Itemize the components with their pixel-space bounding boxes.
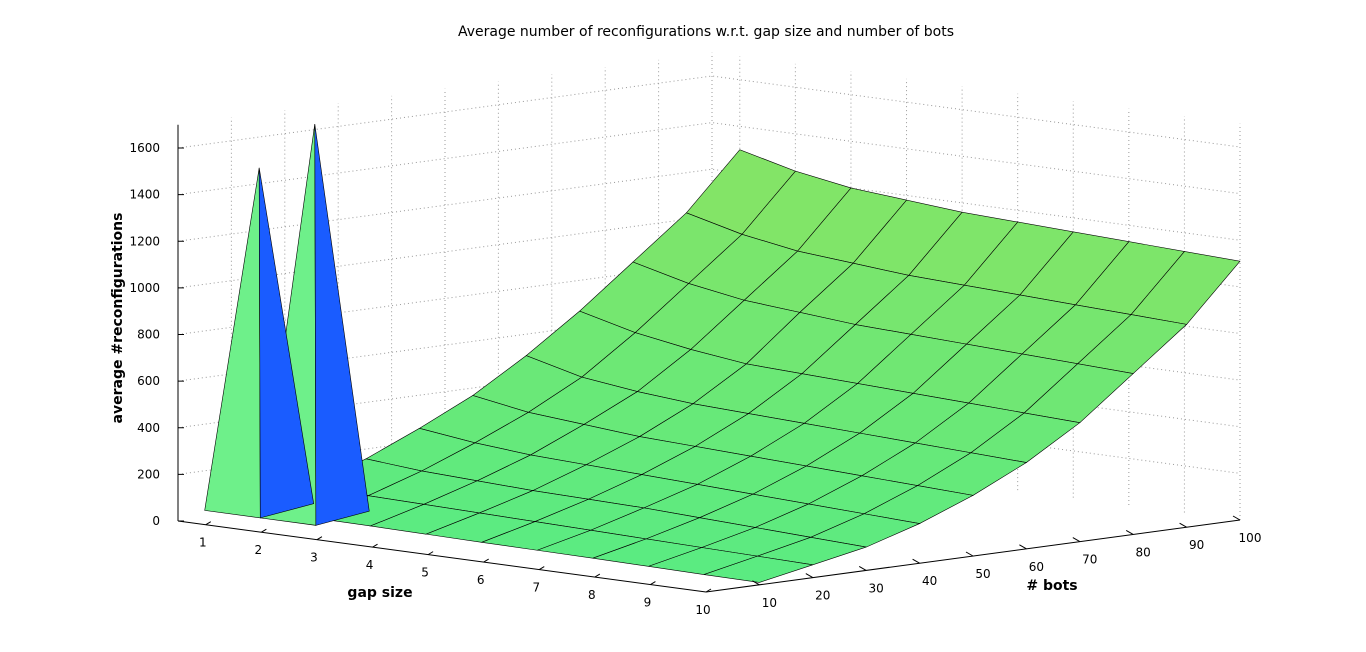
bots-tick: [858, 565, 867, 571]
peak-face: [258, 167, 315, 519]
gap-tick-label: 3: [310, 551, 318, 565]
gap-tick-label: 6: [477, 573, 485, 587]
gap-tick: [705, 588, 712, 593]
bots-tick-label: 100: [1239, 531, 1262, 545]
gap-tick-label: 4: [366, 558, 374, 572]
value-tick-label: 1200: [129, 234, 160, 248]
gridline-value: [177, 75, 1241, 149]
bots-tick-label: 70: [1082, 553, 1097, 567]
surface-mesh: [204, 123, 1241, 583]
gap-tick: [594, 573, 601, 578]
bots-tick: [1019, 544, 1027, 550]
bots-tick-label: 80: [1136, 545, 1151, 559]
bots-tick-label: 20: [815, 589, 830, 603]
gap-tick: [205, 521, 212, 526]
value-tick-label: 0: [152, 514, 160, 528]
bots-tick-label: 30: [869, 581, 884, 595]
peak-face: [314, 123, 370, 526]
bots-tick: [805, 573, 814, 579]
bots-tick: [1232, 515, 1241, 521]
bots-tick-label: 90: [1189, 538, 1204, 552]
gap-tick: [427, 551, 434, 556]
axes: 0 200 400 600 800 1000 1200 1400 1600 1 2 3 4 5 6 7 8 9 10…: [129, 124, 1262, 617]
gap-tick-label: 9: [644, 596, 652, 610]
value-tick-label: 1400: [129, 188, 160, 202]
bots-tick: [965, 551, 974, 557]
value-tick-label: 1000: [129, 281, 160, 295]
gap-tick-label: 2: [255, 543, 263, 557]
value-tick-label: 200: [137, 467, 160, 481]
gap-tick: [372, 543, 378, 548]
value-tick-label: 600: [137, 374, 160, 388]
gridline-value: [177, 122, 1241, 196]
peak-face: [204, 167, 261, 519]
gap-tick-label: 8: [588, 588, 596, 602]
bots-axis-label: # bots: [1026, 578, 1078, 594]
bots-tick: [1072, 537, 1081, 543]
chart-title: Average number of reconfigurations w.r.t…: [457, 24, 955, 40]
bots-tick: [1179, 522, 1187, 528]
gap-tick: [483, 558, 489, 563]
gap-tick-label: 5: [421, 566, 429, 580]
gap-tick: [650, 581, 656, 585]
gap-tick-label: 1: [199, 536, 207, 550]
gap-tick-label: 10: [695, 603, 710, 617]
bots-tick: [1125, 529, 1134, 535]
gap-tick: [316, 536, 323, 541]
bots-tick: [752, 580, 760, 586]
value-tick-label: 400: [137, 421, 160, 435]
bots-tick-label: 10: [762, 596, 777, 610]
gap-tick-label: 7: [532, 581, 540, 595]
gap-tick: [539, 566, 545, 571]
value-tick-label: 800: [137, 328, 160, 342]
bots-tick-label: 60: [1029, 560, 1044, 574]
x-axis-label: gap size: [347, 585, 413, 601]
gap-axis-line: [177, 520, 707, 593]
bots-tick-label: 50: [975, 567, 990, 581]
bots-tick-label: 40: [922, 574, 937, 588]
gap-tick: [261, 528, 267, 533]
value-tick-label: 1600: [129, 141, 160, 155]
bots-tick: [912, 558, 920, 564]
